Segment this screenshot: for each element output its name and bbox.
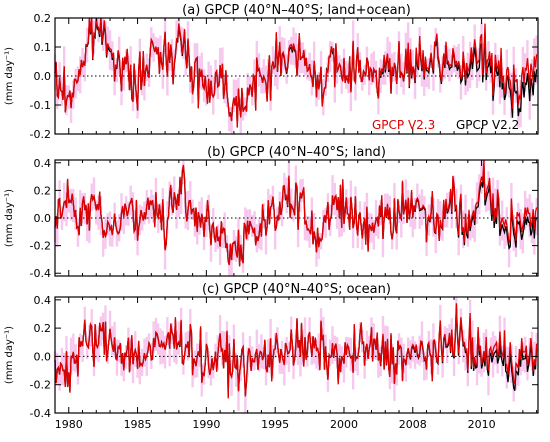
x-tick-label: 1995: [261, 418, 289, 431]
panel-title: (b) GPCP (40°N–40°S; land): [207, 145, 386, 160]
y-tick-label: -0.2: [30, 240, 51, 253]
x-tick-label: 1980: [55, 418, 83, 431]
series-line-gpcp-v23: [54, 303, 538, 399]
y-tick-label: -0.4: [30, 267, 51, 280]
y-tick-label: 0.2: [34, 322, 52, 335]
y-tick-label: 0.0: [34, 212, 52, 225]
y-tick-label: 0.0: [34, 350, 52, 363]
y-tick-label: 0.1: [34, 41, 52, 54]
legend-entry-gpcp-v23: GPCP V2.3: [372, 118, 435, 132]
y-tick-label: -0.4: [30, 407, 51, 420]
x-tick-label: 2008: [399, 418, 427, 431]
x-tick-label: 1985: [124, 418, 152, 431]
y-tick-label: -0.1: [30, 99, 51, 112]
panel-a: 0.2 0.1 0.0 -0.1 -0.2 (mm day⁻¹) (a) GPCP (40°…: [4, 3, 539, 141]
y-axis-label: (mm day⁻¹): [4, 189, 15, 247]
y-tick-label: 0.2: [34, 12, 52, 25]
series-line-gpcp-v23: [54, 159, 538, 267]
series-line-gpcp-v23: [54, 17, 538, 128]
panel-title: (a) GPCP (40°N–40°S; land+ocean): [182, 3, 411, 18]
legend-entry-gpcp-v22: GPCP V2.2: [456, 118, 519, 132]
spread-band: [53, 297, 538, 413]
x-tick-label: 1990: [192, 418, 220, 431]
plot-frame: [54, 296, 539, 414]
x-tick-label: 2000: [330, 418, 358, 431]
y-axis-label: (mm day⁻¹): [4, 326, 15, 384]
panel-c: 0.4 0.2 0.0 -0.2 -0.4 1980 1985 1990 1995 2000 200…: [4, 282, 539, 431]
y-axis-label: (mm day⁻¹): [4, 47, 15, 105]
y-tick-label: -0.2: [30, 379, 51, 392]
y-tick-label: 0.0: [34, 70, 52, 83]
panel-b: 0.4 0.2 0.0 -0.2 -0.4 (mm day⁻¹) (b) GPCP (40°…: [4, 145, 539, 280]
x-tick-label: 2010: [468, 418, 496, 431]
y-tick-label: 0.4: [34, 294, 52, 307]
y-tick-label: 0.4: [34, 157, 52, 170]
panel-title: (c) GPCP (40°N–40°S; ocean): [202, 282, 391, 297]
y-tick-label: -0.2: [30, 128, 51, 141]
y-tick-label: 0.2: [34, 184, 52, 197]
legend: GPCP V2.3 GPCP V2.2: [372, 118, 519, 132]
